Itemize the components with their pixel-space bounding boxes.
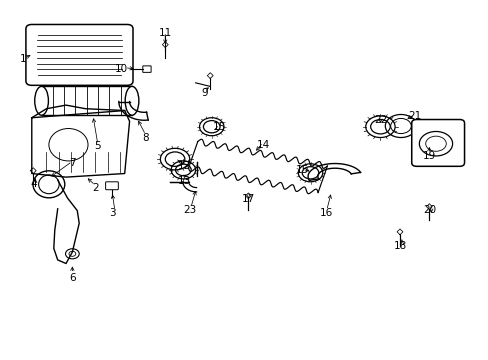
Text: 2: 2 [92, 183, 99, 193]
Text: 17: 17 [241, 194, 255, 204]
Text: 20: 20 [422, 204, 435, 215]
Text: 15: 15 [212, 122, 225, 132]
Text: 9: 9 [201, 88, 207, 98]
Text: 14: 14 [256, 140, 269, 150]
Text: 3: 3 [109, 208, 116, 218]
Text: 13: 13 [178, 176, 191, 186]
Ellipse shape [125, 86, 139, 115]
Text: 16: 16 [319, 208, 333, 218]
Text: 22: 22 [373, 114, 386, 125]
Text: 23: 23 [183, 204, 196, 215]
Text: 1: 1 [20, 54, 27, 64]
Text: 19: 19 [422, 150, 435, 161]
Text: 15: 15 [295, 165, 308, 175]
FancyBboxPatch shape [26, 24, 133, 85]
Text: 8: 8 [142, 132, 149, 143]
Text: 12: 12 [178, 161, 191, 171]
Ellipse shape [35, 86, 48, 115]
FancyBboxPatch shape [411, 120, 464, 166]
Text: 11: 11 [158, 28, 172, 38]
Text: 5: 5 [94, 141, 101, 151]
Text: 4: 4 [30, 179, 37, 189]
FancyBboxPatch shape [142, 66, 151, 72]
Text: 7: 7 [69, 158, 76, 168]
Text: 18: 18 [392, 240, 406, 251]
Text: 6: 6 [69, 273, 76, 283]
Ellipse shape [33, 171, 64, 198]
Text: 21: 21 [407, 111, 421, 121]
Text: 10: 10 [115, 64, 127, 74]
FancyBboxPatch shape [105, 182, 118, 190]
